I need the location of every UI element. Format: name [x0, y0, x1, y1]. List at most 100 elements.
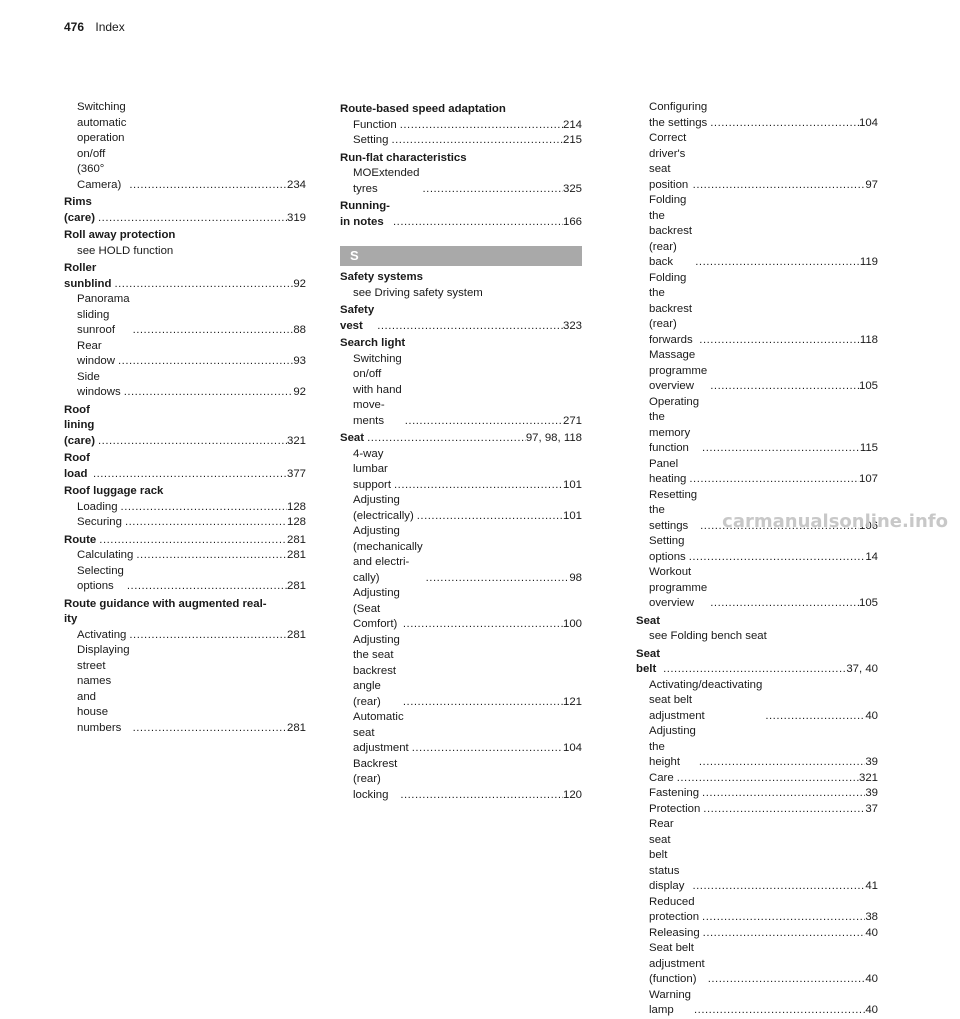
dot-leader: [699, 910, 865, 926]
index-entry: Roller sunblind 92: [64, 261, 306, 292]
entry-label: Route-based speed adaptation: [340, 103, 506, 115]
index-subentry: Fastening 39: [636, 786, 878, 802]
entry-label: Operating the memory function: [649, 395, 700, 455]
entry-page-ref: 92: [293, 277, 306, 290]
entry-label: Activating/deactivating seat belt adjust…: [649, 678, 763, 722]
entry-label: Switching on/off with hand move- ments: [353, 352, 402, 427]
dot-leader: [374, 319, 563, 335]
index-entry: Roll away protection: [64, 228, 306, 244]
index-subentry: see Driving safety system: [340, 286, 582, 302]
index-subentry: Adjusting the seat backrest angle (rear)…: [340, 633, 582, 711]
entry-label: Seat belt: [636, 647, 661, 676]
entry-page-ref: 39: [865, 787, 878, 799]
entry-label: Massage programme overview: [649, 349, 708, 392]
index-subentry: Activating/deactivating seat belt adjust…: [636, 678, 878, 725]
entry-page-ref: 38: [865, 911, 878, 923]
dot-leader: [388, 133, 563, 149]
index-subentry: Operating the memory function 115: [636, 395, 878, 457]
entry-page-ref: 234: [286, 178, 306, 191]
dot-leader: [130, 323, 294, 339]
dot-leader: [691, 1003, 865, 1019]
index-subentry: Configuring the settings 104: [636, 100, 878, 131]
entry-page-ref: 39: [865, 756, 878, 768]
entry-label: Displaying street names and house number…: [77, 644, 130, 734]
entry-label: Workout programme overview: [649, 566, 708, 609]
dot-leader: [397, 118, 563, 134]
index-entry: Roof load 377: [64, 451, 306, 482]
index-subentry: Adjusting the height 39: [636, 724, 878, 771]
entry-label: Switching automatic operation on/off (36…: [77, 101, 127, 191]
entry-label: Automatic seat adjustment: [353, 711, 409, 754]
entry-label: Panorama sliding sunroof: [77, 293, 130, 336]
entry-page-ref: 40: [865, 926, 878, 939]
index-subentry: Switching automatic operation on/off (36…: [64, 100, 306, 193]
entry-label: see Driving safety system: [353, 286, 483, 299]
index-entry: Safety systems: [340, 270, 582, 286]
entry-label: Correct driver's seat position: [649, 132, 689, 191]
dot-leader: [696, 755, 865, 771]
index-subentry: Rear window 93: [64, 339, 306, 370]
index-entry: Route guidance with augmented real- ity: [64, 597, 306, 628]
dot-leader: [115, 354, 293, 370]
index-subentry: Adjusting (mechanically and electri- cal…: [340, 524, 582, 586]
dot-leader: [400, 617, 563, 633]
dot-leader: [130, 721, 287, 737]
index-entry: Safety vest 323: [340, 303, 582, 334]
dot-leader: [364, 431, 526, 447]
dot-leader: [705, 972, 866, 988]
entry-label: Folding the backrest (rear) forwards: [649, 271, 693, 346]
entry-label: Fastening: [649, 787, 700, 799]
entry-page-ref: 281: [286, 533, 306, 546]
entry-label: Roll away protection: [64, 229, 176, 241]
entry-label: Adjusting (electrically): [353, 494, 414, 522]
dot-leader: [699, 441, 860, 457]
page-number: 476: [64, 20, 85, 34]
index-entry: Seat 97, 98, 118: [340, 431, 582, 447]
dot-leader: [707, 379, 859, 395]
dot-leader: [397, 788, 563, 804]
index-entry: Running-in notes 166: [340, 199, 582, 230]
entry-label: Seat belt adjustment (function): [649, 942, 705, 985]
dot-leader: [707, 116, 859, 132]
index-subentry: Switching on/off with hand move- ments 27…: [340, 352, 582, 430]
entry-page-ref: 281: [286, 549, 306, 561]
entry-page-ref: 323: [562, 319, 582, 332]
index-entry: Route 281: [64, 533, 306, 549]
entry-page-ref: 37: [865, 802, 878, 815]
entry-page-ref: 281: [286, 580, 306, 592]
index-subentry: Activating 281: [64, 628, 306, 644]
entry-label: Search light: [340, 337, 406, 349]
entry-label: Side windows: [77, 370, 121, 399]
entry-page-ref: 100: [562, 618, 582, 630]
dot-leader: [689, 879, 865, 895]
entry-label: Resetting the settings: [649, 488, 698, 532]
entry-label: Reduced protection: [649, 895, 700, 924]
entry-page-ref: 104: [858, 116, 878, 129]
entry-label: see HOLD function: [77, 244, 174, 257]
dot-leader: [126, 178, 287, 194]
entry-label: Route: [64, 533, 97, 546]
entry-label: Adjusting the height: [649, 725, 696, 768]
entry-label: Folding the backrest (rear) back: [649, 194, 693, 268]
index-subentry: see HOLD function: [64, 244, 306, 260]
entry-label: Selecting options: [77, 564, 124, 593]
index-subentry: Folding the backrest (rear) back 119: [636, 193, 878, 271]
dot-leader: [414, 509, 563, 525]
entry-label: Backrest (rear) locking: [353, 757, 398, 801]
entry-label: Seat: [636, 614, 661, 627]
entry-page-ref: 40: [865, 1004, 878, 1016]
index-letter-heading: S: [340, 246, 582, 266]
entry-label: Care: [649, 771, 674, 784]
watermark: carmanualsonline.info: [722, 510, 948, 532]
entry-label: Rear seat belt status display: [649, 818, 685, 892]
index-subentry: Adjusting (Seat Comfort) 100: [340, 586, 582, 633]
dot-leader: [95, 434, 287, 450]
dot-leader: [118, 500, 287, 516]
index-subentry: Automatic seat adjustment 104: [340, 710, 582, 757]
entry-page-ref: 97, 98, 118: [525, 432, 582, 444]
index-subentry: Selecting options 281: [64, 564, 306, 595]
entry-page-ref: 215: [562, 134, 582, 146]
dot-leader: [674, 771, 859, 787]
entry-label: Configuring the settings: [649, 101, 708, 129]
index-entry: Route-based speed adaptation: [340, 102, 582, 118]
